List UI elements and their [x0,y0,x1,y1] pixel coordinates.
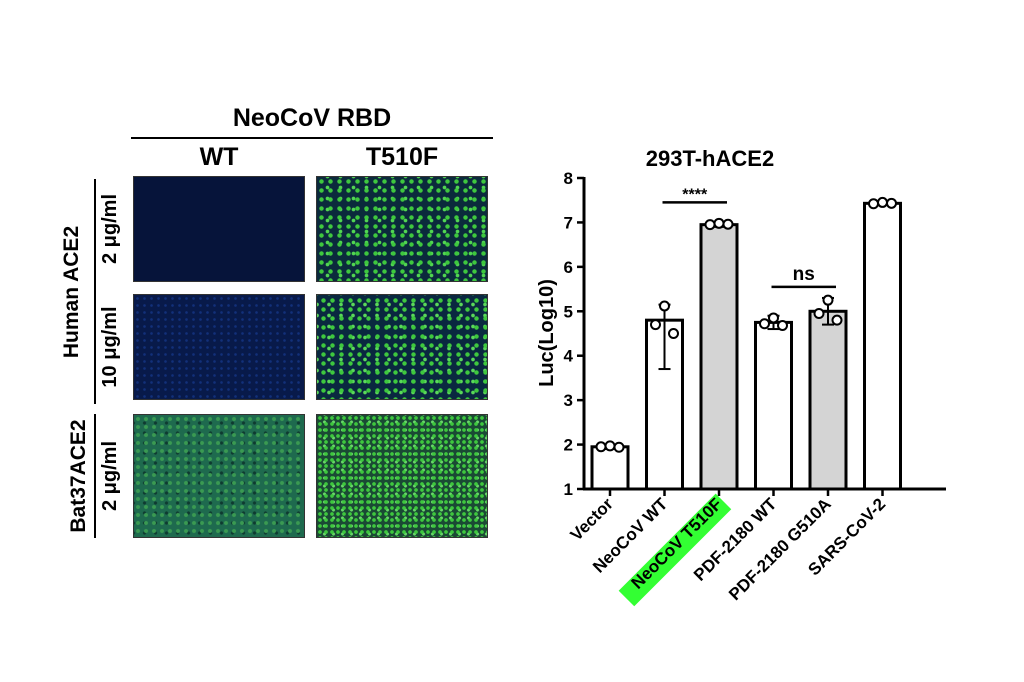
y-tick-label-7: 7 [564,213,573,232]
point-neocov-t510f-3 [722,218,734,230]
point-vector-2 [604,440,616,452]
bar-vector [590,445,630,491]
dose-label-human-2: 2 μg/ml [99,193,121,265]
comparison-label-1: **** [682,186,708,203]
y-tick-label-1: 1 [564,480,573,499]
point-sars-cov-2-1 [868,198,879,210]
receptor-label-human-ace2: Human ACE2 [60,225,83,359]
point-vector-1 [595,441,607,453]
micrograph-bat37-2-t510f [316,414,488,538]
y-tick-label-3: 3 [564,391,573,410]
point-pdf-2180-wt-1 [759,318,770,330]
y-tick-label-6: 6 [564,258,573,277]
bar-pdf-2180-wt [754,320,793,491]
point-neocov-wt-3 [668,328,679,339]
chart-title: 293T-hACE2 [646,146,774,171]
micrograph-human-10-t510f [316,294,488,400]
y-tick-label-8: 8 [564,169,573,188]
y-tick-label-5: 5 [564,302,573,321]
point-sars-cov-2-2 [877,196,888,208]
dose-label-human-10: 10 μg/ml [99,306,121,388]
point-vector-3 [613,441,625,453]
micrograph-human-2-t510f [316,176,488,282]
receptor-label-bat37ace2: Bat37ACE2 [67,419,90,533]
category-label-vector: Vector [567,494,617,544]
column-label-t510f: T510F [365,143,439,171]
comparison-label-2: ns [793,264,815,285]
point-neocov-t510f-2 [713,217,725,229]
point-neocov-t510f-1 [704,219,716,231]
y-axis-label: Luc(Log10) [536,279,558,387]
bar-chart: 293T-hACE2Luc(Log10)12345678VectorNeoCoV… [536,146,946,607]
point-sars-cov-2-3 [886,197,897,209]
bar-sars-cov-2 [863,201,902,491]
micrograph-bat37-2-wt [133,414,305,538]
panel-header-rule [131,137,493,139]
dose-label-bat37-2: 2 μg/ml [99,440,121,512]
point-pdf-2180-g510a-3 [831,314,843,326]
point-neocov-wt-1 [650,319,661,331]
column-label-wt: WT [199,143,239,171]
receptor-bracket-human-ace2 [94,179,96,404]
point-pdf-2180-g510a-2 [822,294,834,306]
receptor-bracket-bat37ace2 [94,414,96,538]
point-neocov-wt-2 [659,300,670,312]
y-tick-label-4: 4 [564,347,574,366]
category-label-pdf-2180-g510a: PDF-2180 G510A [725,494,835,604]
point-pdf-2180-wt-3 [777,320,788,332]
point-pdf-2180-g510a-1 [813,308,825,320]
category-highlight-neocov-t510f [618,493,732,607]
bar-pdf-2180-g510a [808,309,848,491]
micrograph-human-2-wt [133,176,305,282]
panel-header-title: NeoCoV RBD [232,104,392,132]
point-pdf-2180-wt-2 [768,312,779,324]
y-tick-label-2: 2 [564,436,573,455]
micrograph-human-10-wt [133,294,305,400]
bar-neocov-t510f [699,223,739,491]
